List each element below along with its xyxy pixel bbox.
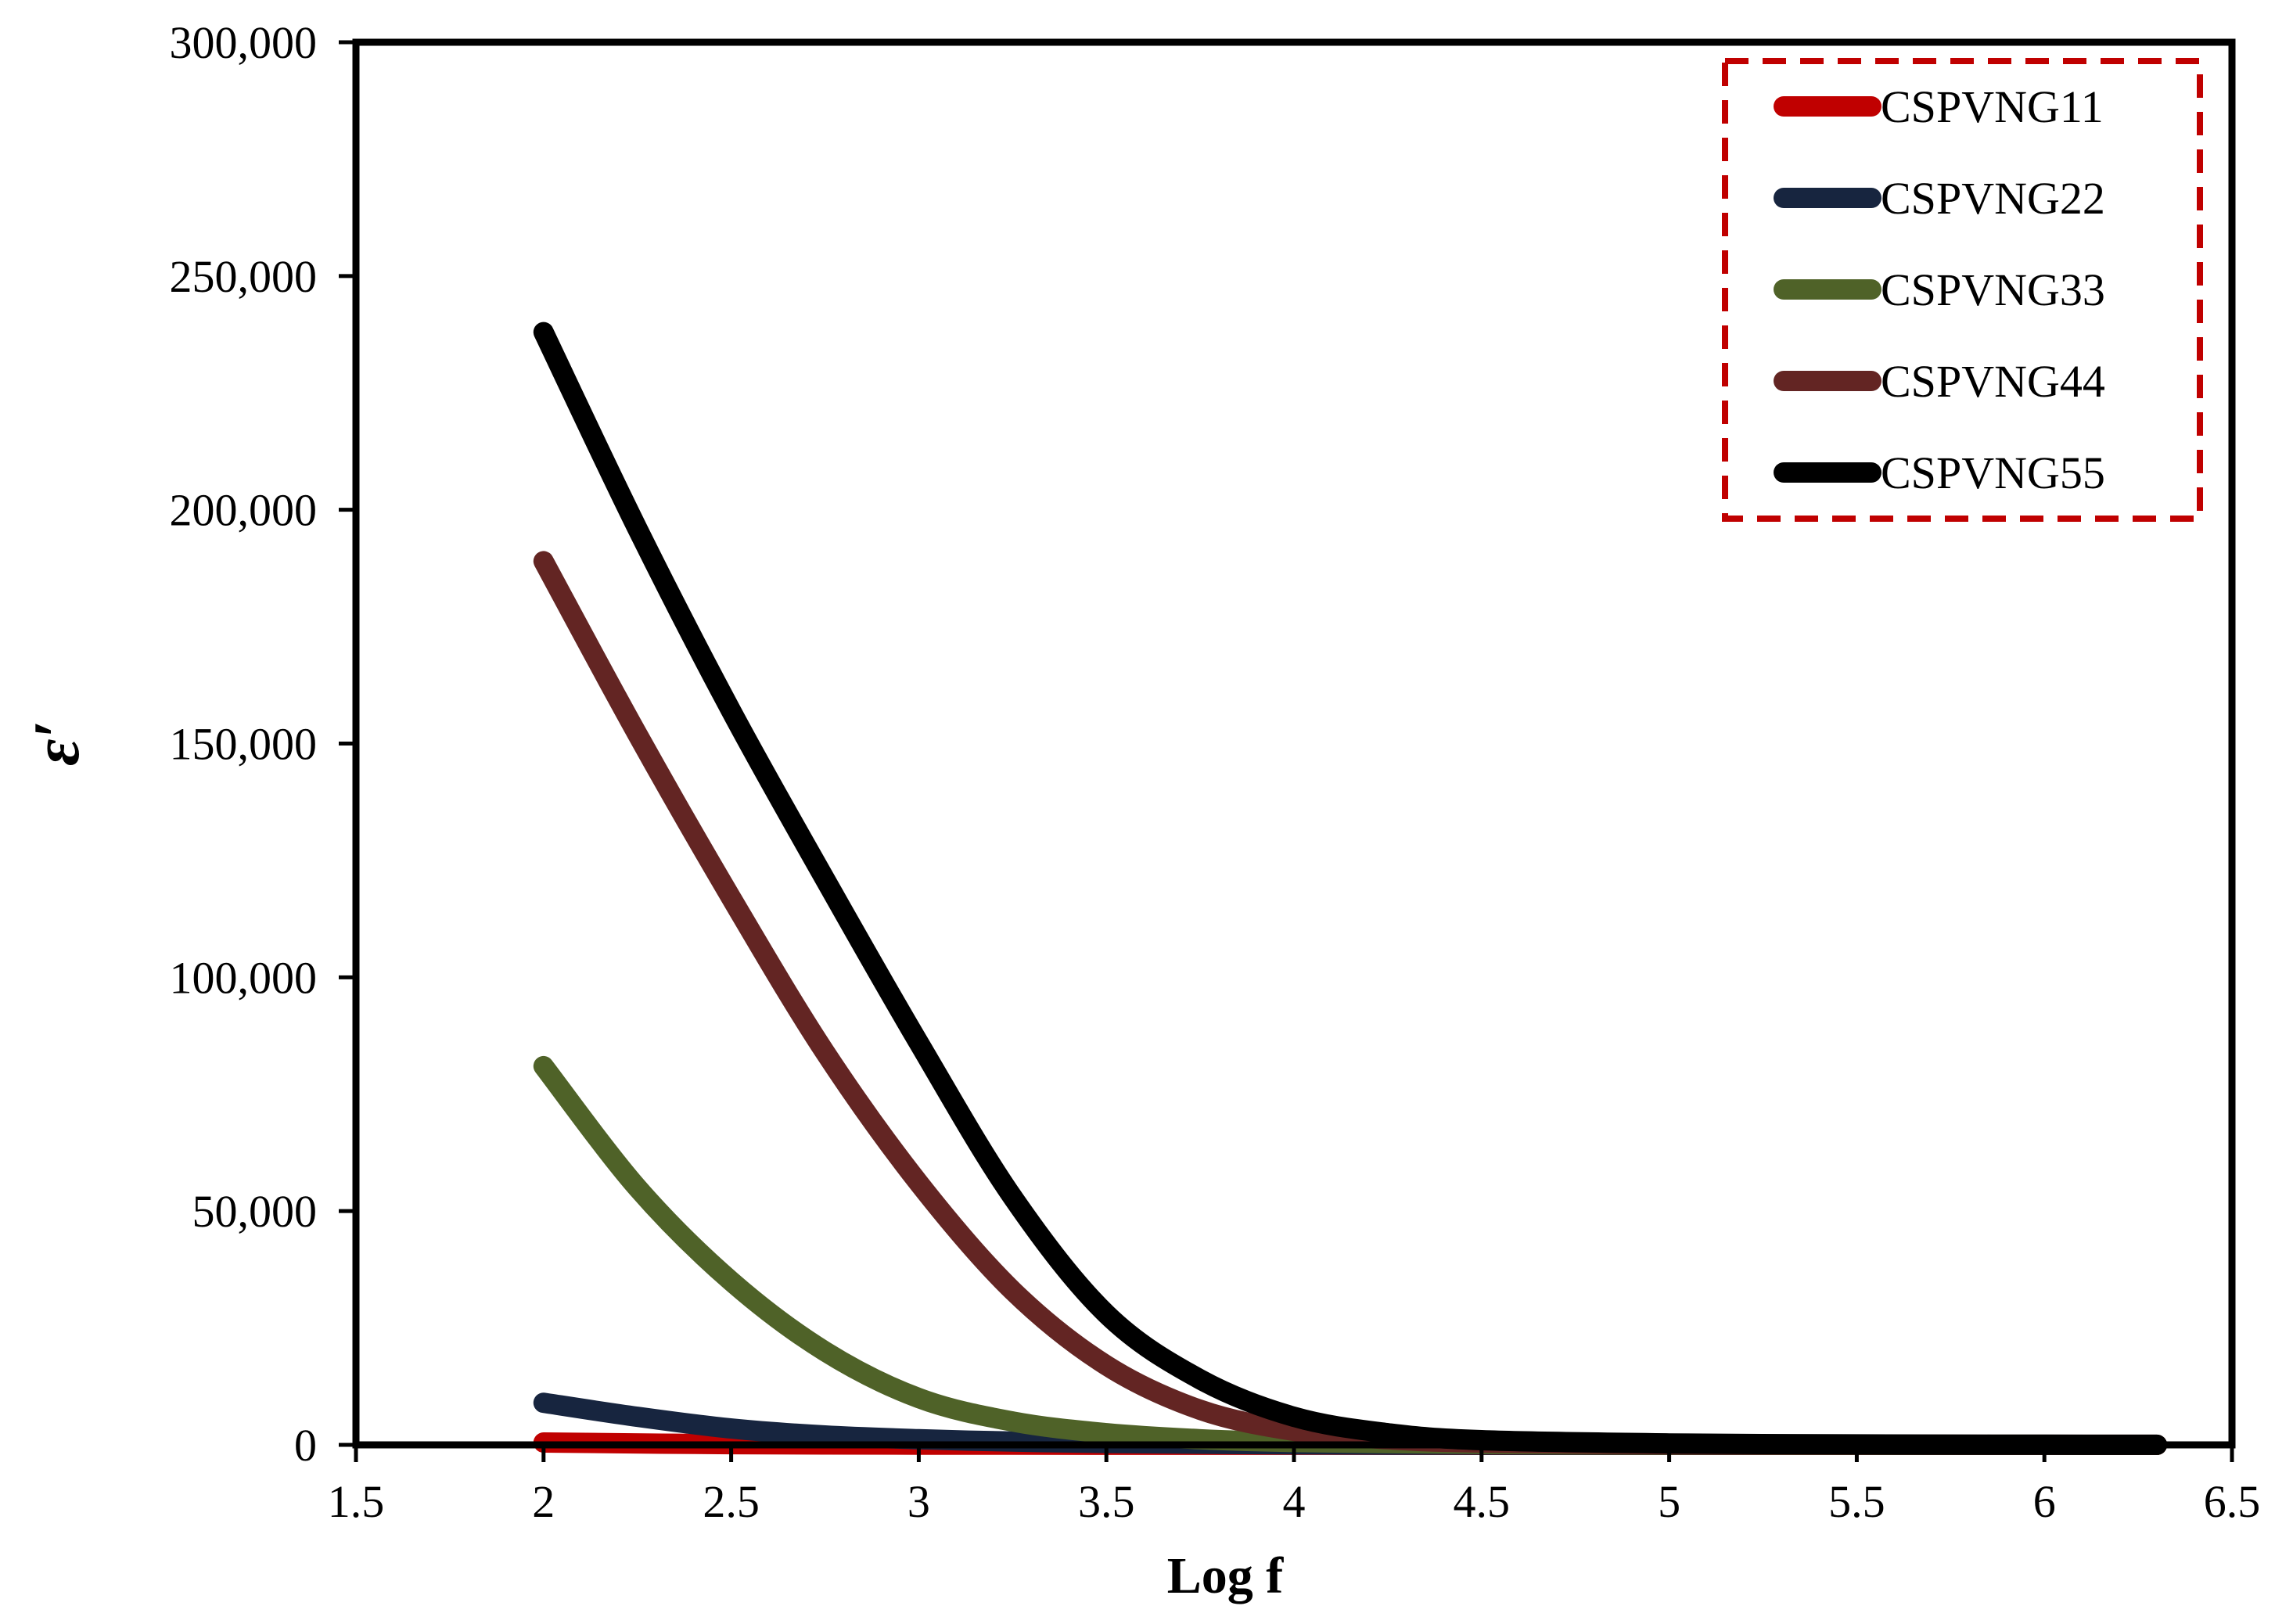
- y-tick-label: 200,000: [170, 485, 318, 536]
- x-axis-ticks: 1.5 2 2.5 3 3.5 4 4.5 5 5.5 6 6.5: [328, 1445, 2261, 1527]
- y-tick-label: 0: [294, 1420, 317, 1471]
- legend-label-cspvng33: CSPVNG33: [1881, 264, 2105, 315]
- y-axis-ticks: 0 50,000 100,000 150,000 200,000 250,000 300,0…: [170, 17, 356, 1471]
- x-tick-label: 2: [532, 1476, 555, 1527]
- x-tick-label: 2.5: [703, 1476, 760, 1527]
- y-tick-label: 250,000: [170, 251, 318, 302]
- x-tick-label: 1.5: [328, 1476, 385, 1527]
- legend: CSPVNG11 CSPVNG22 CSPVNG33 CSPVNG44 CSPVNG55: [1722, 58, 2203, 522]
- y-axis-title: ε′: [20, 720, 93, 766]
- legend-label-cspvng55: CSPVNG55: [1881, 447, 2105, 498]
- legend-label-cspvng22: CSPVNG22: [1881, 173, 2105, 224]
- x-tick-label: 6.5: [2204, 1476, 2261, 1527]
- x-tick-label: 5.5: [1828, 1476, 1885, 1527]
- y-tick-label: 50,000: [192, 1186, 318, 1237]
- x-tick-label: 5: [1658, 1476, 1680, 1527]
- x-axis-title: Log f: [1167, 1547, 1285, 1604]
- x-tick-label: 4: [1283, 1476, 1306, 1527]
- y-tick-label: 300,000: [170, 17, 318, 68]
- x-tick-label: 4.5: [1454, 1476, 1511, 1527]
- y-tick-label: 100,000: [170, 952, 318, 1003]
- y-tick-label: 150,000: [170, 719, 318, 770]
- legend-label-cspvng11: CSPVNG11: [1881, 81, 2104, 132]
- x-tick-label: 6: [2033, 1476, 2056, 1527]
- x-tick-label: 3.5: [1078, 1476, 1135, 1527]
- x-tick-label: 3: [907, 1476, 930, 1527]
- legend-label-cspvng44: CSPVNG44: [1881, 356, 2105, 407]
